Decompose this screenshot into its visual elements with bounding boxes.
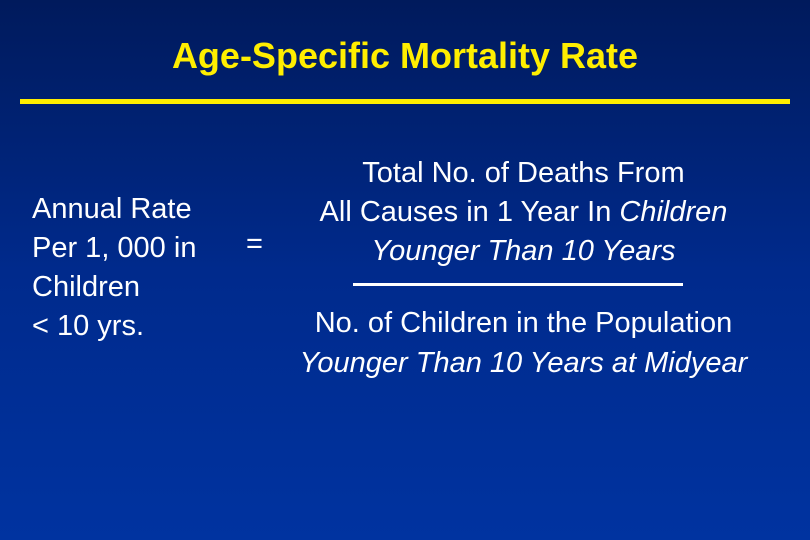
- denominator-line-1: No. of Children in the Population: [300, 304, 748, 343]
- left-line-3: Children: [32, 268, 242, 307]
- numerator-line-2-italic: Children: [619, 196, 727, 228]
- formula-left-label: Annual Rate Per 1, 000 in Children < 10 …: [32, 190, 242, 347]
- left-line-4: < 10 yrs.: [32, 307, 242, 346]
- formula-right-fraction: Total No. of Deaths From All Causes in 1…: [269, 154, 778, 383]
- numerator-line-2: All Causes in 1 Year In Children: [320, 193, 728, 232]
- formula-numerator: Total No. of Deaths From All Causes in 1…: [320, 154, 728, 271]
- left-line-2: Per 1, 000 in: [32, 229, 242, 268]
- denominator-line-2: Younger Than 10 Years at Midyear: [300, 344, 748, 383]
- fraction-line: [353, 283, 683, 286]
- numerator-line-3: Younger Than 10 Years: [320, 232, 728, 271]
- slide-container: Age-Specific Mortality Rate Annual Rate …: [0, 0, 810, 540]
- numerator-line-2-prefix: All Causes in 1 Year In: [320, 196, 620, 228]
- numerator-line-1: Total No. of Deaths From: [320, 154, 728, 193]
- title-divider: [20, 99, 790, 104]
- slide-title: Age-Specific Mortality Rate: [20, 35, 790, 77]
- formula-container: Annual Rate Per 1, 000 in Children < 10 …: [20, 154, 790, 383]
- left-line-1: Annual Rate: [32, 190, 242, 229]
- equals-sign: =: [246, 228, 263, 261]
- formula-denominator: No. of Children in the Population Younge…: [300, 304, 748, 382]
